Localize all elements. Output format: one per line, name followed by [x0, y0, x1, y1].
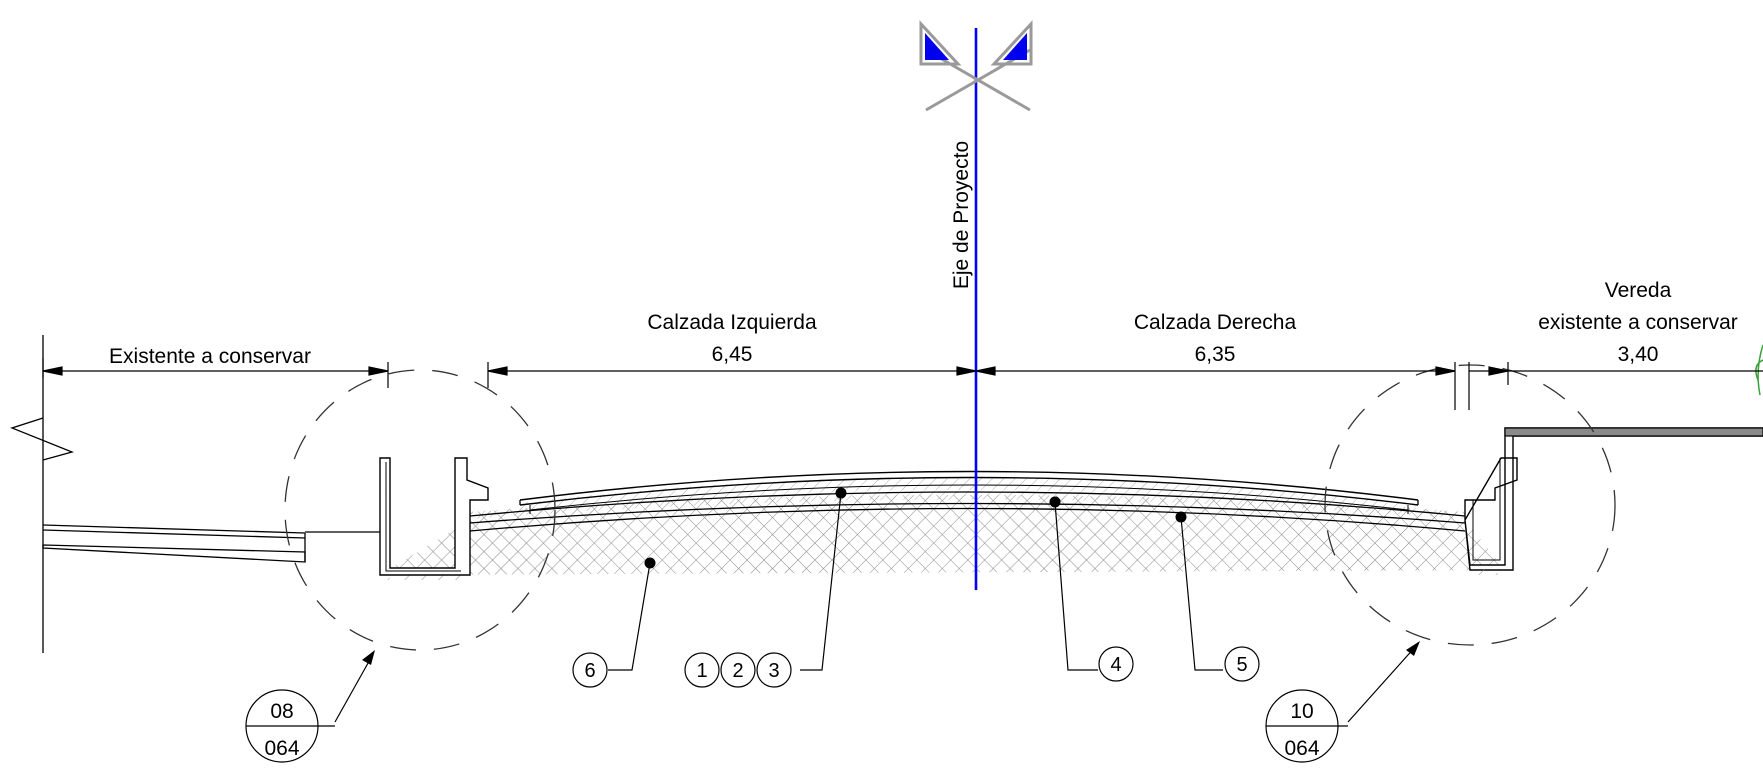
detail-circle-left — [284, 369, 556, 651]
svg-text:3: 3 — [768, 660, 779, 682]
callout-4: 4 — [1098, 646, 1134, 682]
dim-left-roadway-value: 6,45 — [712, 343, 753, 366]
svg-text:2: 2 — [732, 660, 743, 682]
detail-ref-right-top: 10 — [1290, 700, 1313, 723]
callout-6: 6 — [572, 652, 608, 688]
svg-text:5: 5 — [1236, 654, 1247, 676]
dim-right-sidewalk-label-2: existente a conservar — [1538, 311, 1738, 334]
svg-text:1: 1 — [696, 660, 707, 682]
left-curb — [379, 457, 489, 576]
dim-right-sidewalk-value: 3,40 — [1618, 343, 1659, 366]
axis-symbol-icon — [919, 20, 1033, 112]
right-curb — [1464, 427, 1763, 575]
dimension-lines — [42, 358, 1763, 410]
svg-text:4: 4 — [1110, 654, 1121, 676]
axis-label: Eje de Proyecto — [950, 141, 973, 289]
dim-left-roadway-label: Calzada Izquierda — [647, 311, 817, 334]
detail-ref-left-top: 08 — [270, 700, 293, 723]
dim-right-roadway-label: Calzada Derecha — [1134, 311, 1297, 334]
svg-text:6: 6 — [584, 660, 595, 682]
pavement-layers — [469, 470, 1466, 532]
left-existing-zone — [10, 335, 380, 653]
leader-lines — [608, 492, 1223, 671]
dim-right-sidewalk-label-1: Vereda — [1605, 279, 1672, 302]
callout-1: 1 — [684, 652, 720, 688]
detail-ref-left: 08 064 — [245, 650, 375, 763]
callout-5: 5 — [1224, 646, 1260, 682]
detail-ref-right: 10 064 — [1265, 641, 1420, 763]
detail-ref-left-bottom: 064 — [264, 737, 299, 760]
dim-right-roadway-value: 6,35 — [1195, 343, 1236, 366]
detail-circle-right — [1324, 364, 1616, 646]
left-curb-base-hatch — [380, 575, 470, 580]
dim-left-existing-label: Existente a conservar — [109, 345, 311, 368]
detail-ref-right-bottom: 064 — [1284, 737, 1319, 760]
plant-symbol — [1755, 344, 1763, 396]
callout-2: 2 — [720, 652, 756, 688]
callout-3: 3 — [756, 652, 792, 688]
leader-dots — [644, 487, 1187, 569]
